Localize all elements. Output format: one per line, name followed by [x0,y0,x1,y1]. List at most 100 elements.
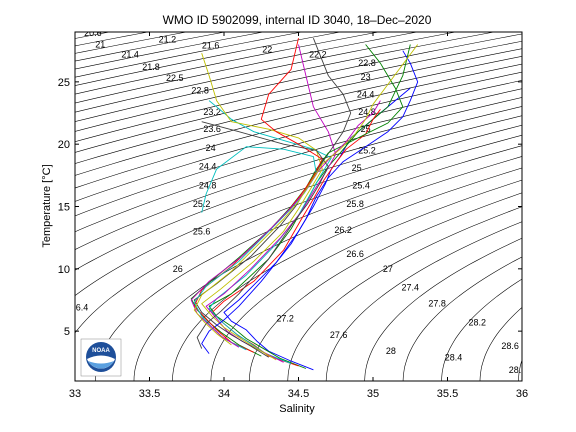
contour-label: 22.8 [191,86,209,96]
contour-label: 24.8 [199,180,217,190]
x-tick-label: 36 [516,388,528,400]
density-contour-line [479,307,522,381]
density-contour-line [75,32,304,78]
density-contour-line [75,40,522,143]
contour-label: 27.6 [330,330,348,340]
density-contour-line [75,134,522,334]
contour-label: 22 [262,44,272,54]
contour-label: 25.4 [352,180,370,190]
density-contour-line [75,32,188,54]
ts-profile-line [201,53,323,361]
density-contour-line [75,32,419,104]
density-contour-line [248,192,522,381]
x-tick-label: 35 [367,388,379,400]
contour-label: 21.6 [202,41,220,51]
contour-label: 28.2 [469,317,487,327]
x-axis-ticks: 33 33.5 34 34.5 35 35.5 36 [69,32,528,400]
density-contour-line [210,179,522,381]
density-contour-line [287,206,522,381]
density-contour-line [75,32,227,62]
noaa-logo-text: NOAA [92,348,110,354]
density-contours [75,32,522,381]
contour-label: 23 [361,72,371,82]
contour-label: 27.4 [402,283,420,293]
x-tick-label: 33.5 [139,388,160,400]
x-tick-label: 34 [218,388,230,400]
density-contour-line [75,88,522,217]
ts-profile-line [190,100,381,348]
density-contour-line [75,32,496,122]
density-contour-line [75,48,522,153]
density-contour-line [364,237,522,381]
density-contour-line [75,32,265,70]
density-contour-line [75,80,522,202]
density-contour-labels: 20.6 21 21.2 21.4 21.6 21.8 22 22.2 22.5 22.8 22.8… [71,28,527,375]
density-contour-line [441,278,522,381]
contour-label: 27.2 [276,314,294,324]
y-tick-label: 20 [58,139,70,151]
contour-label: 21.8 [142,62,160,72]
contour-label: 25.6 [193,226,211,236]
contour-label: 24.8 [358,107,376,117]
ts-profile-line [205,44,337,363]
density-contour-line [75,124,522,297]
density-contour-line [75,115,522,271]
density-contour-line [402,256,522,381]
density-contour-line [75,32,458,113]
contour-label: 25 [352,163,362,173]
contour-label: 26.2 [334,225,352,235]
contour-label: 28.8 [509,365,527,375]
ts-profile-line [193,146,317,351]
density-contour-line [75,71,522,189]
density-contour-line [75,33,522,132]
contour-label: 26.6 [346,249,364,259]
x-tick-label: 33 [69,388,81,400]
ts-profile-line [193,38,323,353]
density-contour-line [75,97,522,233]
y-axis-ticks: 5 10 15 20 25 [58,77,522,338]
contour-label: 23.2 [203,107,221,117]
y-tick-label: 5 [64,326,70,338]
noaa-logo: NOAA [80,338,122,377]
y-axis-title: Temperature [°C] [41,164,53,247]
x-axis-title: Salinity [279,403,315,415]
contour-label: 24.4 [357,89,375,99]
contour-label: 21.4 [121,49,139,59]
contour-label: 25 [361,124,371,134]
contour-label: 22.8 [358,58,376,68]
chart-title: WMO ID 5902099, internal ID 3040, 18–Dec… [163,13,432,27]
contour-label: 28.4 [445,352,463,362]
ts-profile-line [208,44,411,369]
x-tick-label: 34.5 [288,388,309,400]
contour-label: 22.5 [166,73,184,83]
contour-label: 25.2 [193,199,211,209]
contour-label: 24.4 [199,162,217,172]
contour-label: 28 [386,346,396,356]
x-tick-label: 35.5 [437,388,458,400]
density-contour-line [75,32,381,95]
contour-label: 26 [173,264,183,274]
y-tick-label: 15 [58,202,70,214]
density-contour-line [75,32,342,86]
ts-profile-line [196,121,329,349]
y-tick-label: 25 [58,77,70,89]
contour-label: 21.2 [159,35,177,45]
contour-label: 25.8 [346,199,364,209]
contour-label: 26.4 [71,303,89,313]
ts-profile-line [201,50,419,354]
contour-label: 28.6 [501,341,519,351]
contour-label: 20.6 [84,28,102,38]
contour-label: 23.6 [203,124,221,134]
contour-label: 27 [383,264,393,274]
contour-label: 24 [206,143,216,153]
contour-label: 27.8 [428,299,446,309]
contour-label: 22.2 [309,49,327,59]
profile-series [190,38,419,371]
contour-label: 25.2 [358,145,376,155]
y-tick-label: 10 [58,264,70,276]
density-contour-line [75,55,522,164]
ts-profile-line [193,44,419,346]
contour-label: 21 [95,40,105,50]
density-contour-line [75,106,522,250]
